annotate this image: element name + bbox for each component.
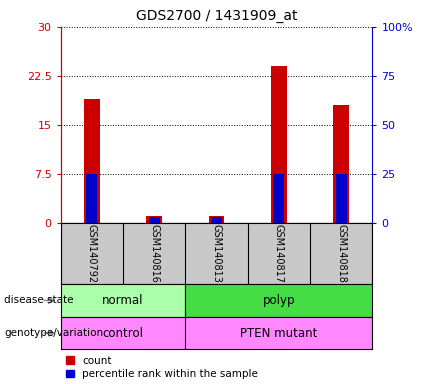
- Text: genotype/variation: genotype/variation: [4, 328, 103, 338]
- Text: normal: normal: [102, 294, 144, 307]
- Bar: [84, 99, 100, 223]
- Bar: [61, 317, 185, 349]
- Bar: [149, 217, 160, 223]
- Bar: [336, 174, 347, 223]
- Bar: [271, 66, 287, 223]
- Text: control: control: [103, 327, 143, 339]
- Bar: [185, 317, 372, 349]
- Text: GSM140813: GSM140813: [211, 224, 222, 283]
- Legend: count, percentile rank within the sample: count, percentile rank within the sample: [66, 356, 259, 379]
- Bar: [86, 174, 97, 223]
- Bar: [209, 216, 224, 223]
- Text: GSM140817: GSM140817: [274, 224, 284, 283]
- Text: GSM140792: GSM140792: [87, 224, 97, 283]
- Text: GSM140816: GSM140816: [149, 224, 159, 283]
- Text: polyp: polyp: [262, 294, 295, 307]
- Bar: [146, 216, 162, 223]
- Bar: [333, 105, 349, 223]
- Text: PTEN mutant: PTEN mutant: [240, 327, 317, 339]
- Bar: [61, 284, 185, 317]
- Title: GDS2700 / 1431909_at: GDS2700 / 1431909_at: [136, 9, 297, 23]
- Text: GSM140818: GSM140818: [336, 224, 346, 283]
- Bar: [273, 174, 284, 223]
- Text: disease state: disease state: [4, 295, 74, 306]
- Bar: [211, 217, 222, 223]
- Bar: [185, 284, 372, 317]
